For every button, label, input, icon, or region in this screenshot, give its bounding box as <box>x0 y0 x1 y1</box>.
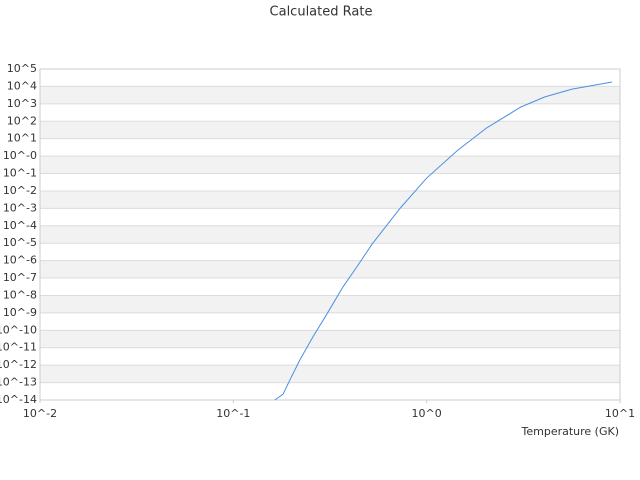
x-tick-label: 10^-2 <box>23 407 57 420</box>
grid-band <box>40 121 620 139</box>
grid-band <box>40 260 620 279</box>
y-tick-label: 10^-3 <box>3 201 37 214</box>
x-tick-label: 10^1 <box>605 407 635 420</box>
plot-border <box>39 68 621 401</box>
y-tick-label: 10^-9 <box>3 306 37 319</box>
y-tick-label: 10^-5 <box>3 236 37 249</box>
line-series <box>274 81 613 401</box>
x-tick-label: 10^-1 <box>216 407 250 420</box>
y-tick-label: 10^-0 <box>3 149 37 162</box>
grid-band <box>40 295 620 313</box>
y-tick-label: 10^3 <box>7 97 37 110</box>
grid-band <box>40 330 620 348</box>
y-tick-label: 10^-7 <box>3 271 37 284</box>
y-tick-label: 10^-10 <box>0 323 37 336</box>
y-tick-label: 10^-2 <box>3 184 37 197</box>
y-tick-label: 10^-11 <box>0 341 37 354</box>
y-tick-label: 10^4 <box>7 79 37 92</box>
y-tick-label: 10^5 <box>7 62 37 75</box>
y-tick-label: 10^-12 <box>0 358 37 371</box>
y-tick-label: 10^-8 <box>3 288 37 301</box>
grid-band <box>40 86 620 104</box>
grid-band <box>40 225 620 244</box>
grid-band <box>40 365 620 383</box>
grid-band <box>40 156 620 174</box>
x-tick-label: 10^0 <box>412 407 442 420</box>
grid-band <box>40 190 620 209</box>
chart-title: Calculated Rate <box>270 5 373 20</box>
y-tick-label: 10^-1 <box>3 167 37 180</box>
y-tick-label: 10^-13 <box>0 376 37 389</box>
y-tick-label: 10^2 <box>7 114 37 127</box>
y-tick-label: 10^-14 <box>0 393 37 406</box>
x-axis-label: Temperature (GK) <box>521 425 620 438</box>
y-tick-label: 10^-4 <box>3 219 37 232</box>
y-tick-label: 10^1 <box>7 132 37 145</box>
y-tick-label: 10^-6 <box>3 254 37 267</box>
